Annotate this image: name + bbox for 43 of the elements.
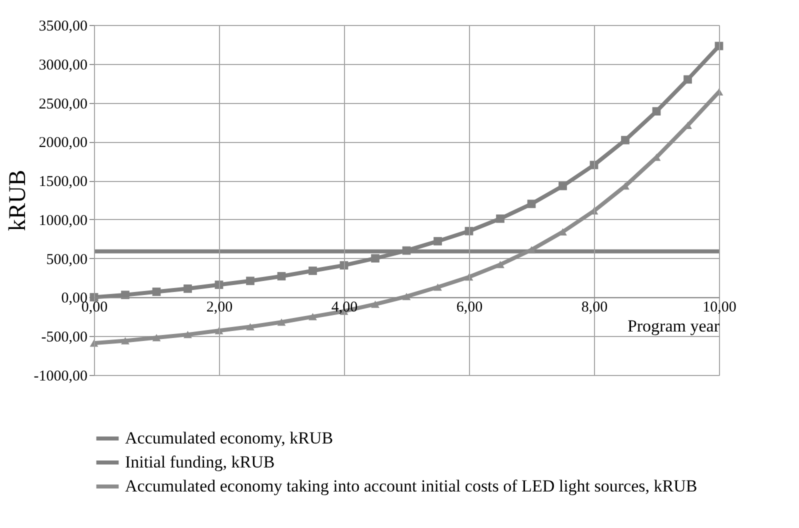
point bbox=[371, 254, 380, 263]
y-tick-label: 2500,00 bbox=[38, 96, 88, 112]
point bbox=[402, 246, 411, 255]
point bbox=[371, 300, 380, 308]
point bbox=[121, 337, 130, 344]
legend-label: Initial funding, kRUB bbox=[125, 452, 275, 472]
y-tick-label: -500,00 bbox=[41, 330, 88, 346]
x-tick-label: 6,00 bbox=[456, 300, 483, 316]
y-axis-title: kRUB bbox=[4, 170, 31, 232]
x-tick-label: 8,00 bbox=[581, 300, 608, 316]
point bbox=[184, 330, 192, 338]
point bbox=[308, 313, 317, 320]
point bbox=[152, 334, 161, 342]
legend-label: Accumulated economy, kRUB bbox=[125, 428, 334, 448]
y-tick-label: 3500,00 bbox=[38, 18, 88, 34]
y-tick-label: 1000,00 bbox=[38, 212, 88, 229]
legend-label: Accumulated economy taking into account initial costs of LED light sources, kRUB bbox=[125, 476, 698, 496]
y-tick-label: 1500,00 bbox=[38, 174, 88, 190]
point bbox=[652, 107, 661, 116]
point bbox=[277, 272, 286, 280]
point bbox=[246, 276, 254, 286]
x-axis-title: Program year bbox=[627, 316, 720, 336]
point bbox=[496, 214, 504, 223]
y-tick-label: -1000,00 bbox=[34, 368, 88, 384]
point bbox=[684, 75, 692, 84]
x-tick-label: 10,00 bbox=[702, 300, 736, 316]
point bbox=[621, 136, 630, 144]
point bbox=[527, 200, 536, 208]
point bbox=[434, 283, 442, 291]
point bbox=[496, 260, 504, 268]
y-tick-label: 2000,00 bbox=[38, 135, 88, 152]
point bbox=[152, 288, 161, 296]
x-tick-label: 4,00 bbox=[331, 300, 358, 316]
point bbox=[277, 318, 286, 326]
point bbox=[308, 266, 317, 275]
x-tick-label: 2,00 bbox=[206, 300, 233, 316]
point bbox=[246, 323, 254, 330]
point bbox=[121, 290, 130, 300]
y-tick-label: 500,00 bbox=[46, 252, 88, 268]
point bbox=[434, 237, 442, 246]
y-tick-label: 3000,00 bbox=[38, 57, 88, 74]
point bbox=[184, 284, 192, 293]
point bbox=[558, 182, 567, 190]
